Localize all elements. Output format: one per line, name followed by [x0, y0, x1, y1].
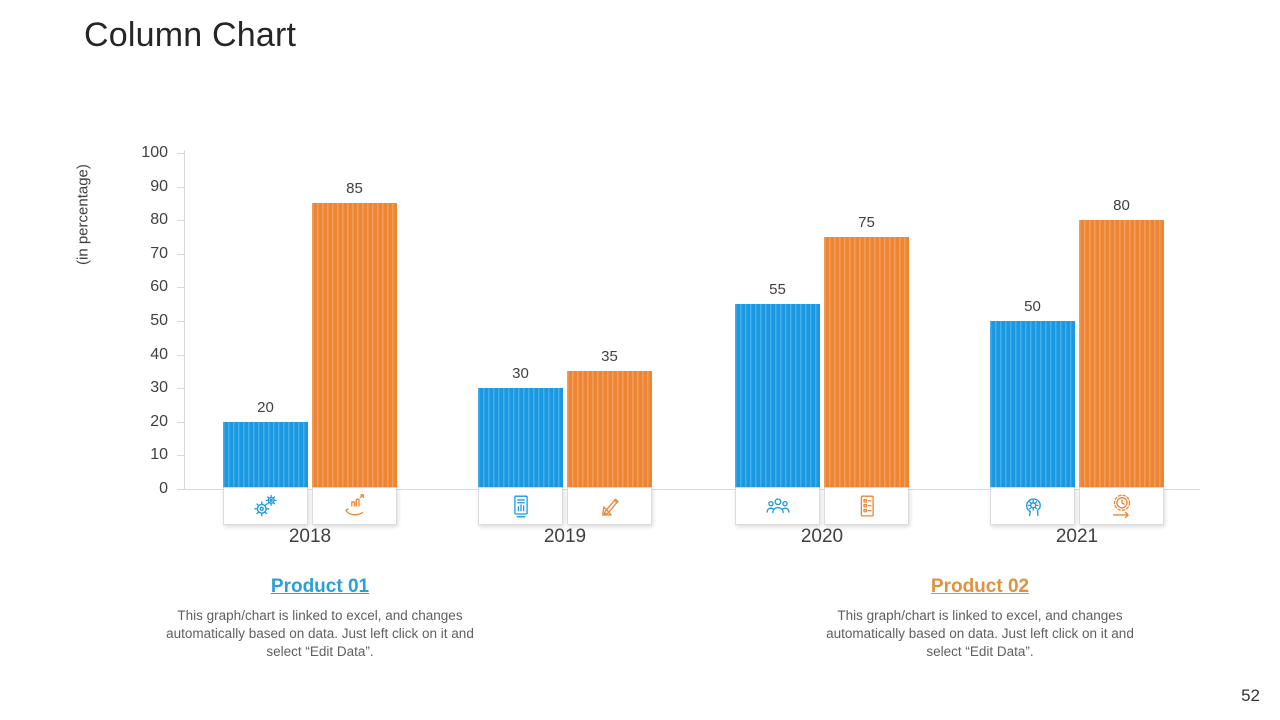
product-02-description: This graph/chart is linked to excel, and… [826, 608, 1134, 659]
page-number: 52 [1241, 686, 1260, 705]
y-tick-label: 80 [150, 211, 168, 229]
bar-value-label: 80 [1113, 197, 1130, 215]
y-tick-mark [177, 354, 184, 356]
icon-cell [312, 487, 397, 525]
icon-cell [990, 487, 1075, 525]
legend-product-02: Product 02 This graph/chart is linked to… [820, 576, 1140, 661]
y-tick-label: 30 [150, 379, 168, 397]
y-tick-mark [177, 220, 184, 222]
y-tick-mark [177, 421, 184, 423]
y-tick-label: 70 [150, 244, 168, 262]
y-tick-mark [177, 321, 184, 322]
icon-cell [1079, 487, 1164, 525]
bar-value-label: 85 [346, 180, 363, 198]
page-title: Column Chart [84, 16, 297, 54]
y-tick-mark [177, 388, 184, 390]
checklist-icon [852, 491, 882, 521]
y-tick-label: 40 [150, 345, 168, 363]
bar-product-02-2021[interactable] [1079, 220, 1164, 489]
category-label-2021: 2021 [1055, 526, 1099, 547]
y-tick-label: 20 [150, 412, 168, 430]
y-tick-label: 50 [150, 312, 168, 329]
icon-cell [223, 487, 308, 525]
product-01-link[interactable]: Product 01 [270, 576, 370, 597]
y-tick-mark [177, 489, 184, 490]
growth-hand-icon [340, 491, 370, 521]
y-tick-label: 90 [150, 177, 168, 195]
bar-value-label: 75 [858, 214, 875, 231]
bar-product-02-2018[interactable] [312, 203, 397, 489]
bar-product-01-2021[interactable] [990, 321, 1075, 489]
y-tick-mark [177, 287, 184, 289]
y-tick-mark [177, 153, 184, 154]
product-02-link[interactable]: Product 02 [930, 576, 1030, 597]
bar-value-label: 20 [257, 398, 274, 416]
x-axis-line [184, 489, 1200, 490]
category-label-2020: 2020 [800, 526, 844, 547]
design-tools-icon [595, 491, 625, 521]
icon-cell [478, 487, 563, 525]
product-01-description: This graph/chart is linked to excel, and… [166, 608, 474, 659]
bar-product-01-2020[interactable] [735, 304, 820, 489]
y-tick-mark [177, 455, 184, 457]
bar-value-label: 30 [512, 365, 529, 383]
y-axis-line [184, 150, 185, 490]
report-chart-icon [506, 491, 536, 521]
bar-value-label: 35 [601, 348, 618, 366]
mind-gear-icon [1018, 491, 1048, 521]
y-axis-label: (in percentage) [74, 164, 92, 266]
bar-product-02-2019[interactable] [567, 371, 652, 489]
icon-cell [824, 487, 909, 525]
y-tick-label: 60 [150, 278, 168, 296]
bar-value-label: 50 [1024, 298, 1041, 315]
y-tick-mark [177, 253, 184, 255]
gears-icon [251, 491, 281, 521]
bar-product-01-2019[interactable] [478, 388, 563, 489]
team-icon [763, 491, 793, 521]
y-tick-mark [177, 186, 184, 188]
bar-product-02-2020[interactable] [824, 237, 909, 489]
y-tick-label: 10 [150, 446, 168, 464]
icon-cell [567, 487, 652, 525]
category-label-2018: 2018 [288, 526, 332, 547]
bar-product-01-2018[interactable] [223, 421, 308, 490]
bar-value-label: 55 [769, 281, 786, 299]
icon-cell [735, 487, 820, 525]
sprint-clock-icon [1107, 491, 1137, 521]
y-tick-label: 100 [141, 144, 168, 161]
legend-product-01: Product 01 This graph/chart is linked to… [160, 576, 480, 661]
category-label-2019: 2019 [543, 526, 587, 547]
y-tick-label: 0 [159, 480, 168, 497]
